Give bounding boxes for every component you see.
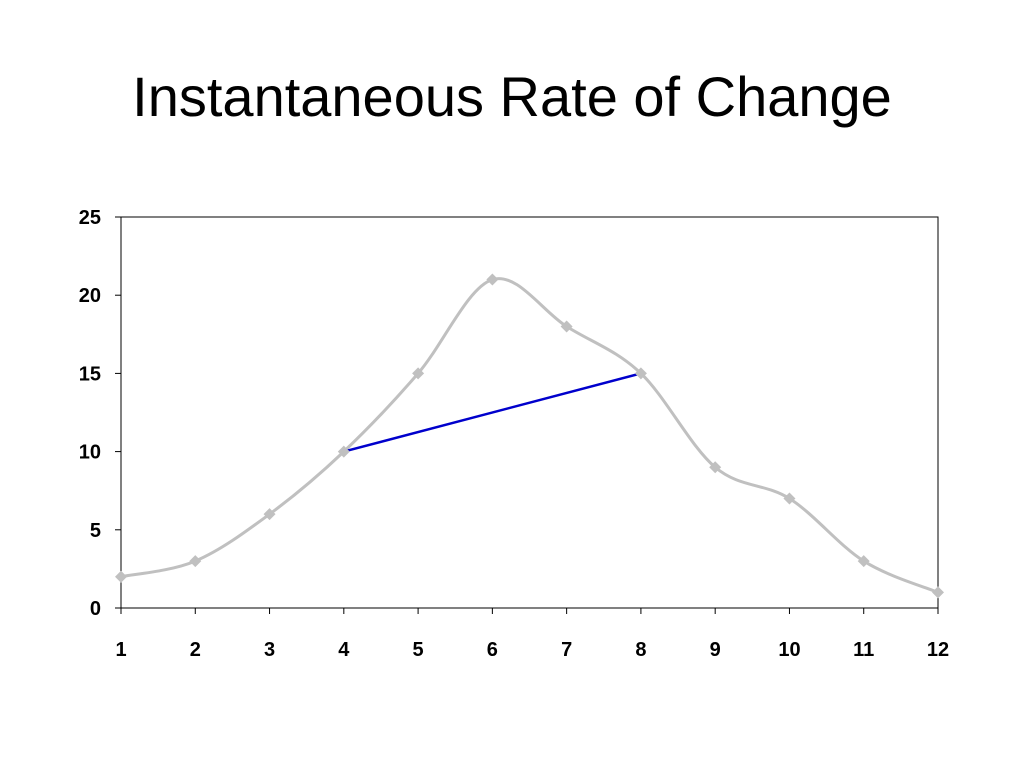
x-tick-label: 9 — [710, 639, 721, 661]
x-tick-label: 7 — [561, 639, 572, 661]
secant-line — [343, 372, 642, 453]
y-tick-label: 15 — [79, 363, 101, 385]
x-tick-label: 12 — [927, 639, 949, 661]
data-point-marker — [857, 555, 870, 568]
data-point-marker — [115, 570, 127, 583]
data-point-marker — [486, 273, 499, 286]
data-point-marker — [189, 555, 202, 568]
y-tick-label: 0 — [90, 598, 101, 620]
x-tick-label: 5 — [413, 639, 424, 661]
x-tick-label: 2 — [190, 639, 201, 661]
data-point-marker — [560, 320, 573, 333]
x-tick-label: 1 — [115, 639, 126, 661]
data-point-marker — [634, 367, 647, 380]
data-point-marker — [783, 492, 796, 505]
y-tick-label: 25 — [79, 207, 101, 229]
x-tick-label: 8 — [635, 639, 646, 661]
x-tick-label: 11 — [853, 639, 874, 661]
data-point-marker — [263, 508, 276, 521]
data-point-marker — [709, 461, 722, 474]
y-tick-label: 10 — [79, 442, 101, 464]
data-point-marker — [932, 586, 944, 599]
x-tick-label: 3 — [264, 639, 275, 661]
series-line — [120, 277, 939, 594]
x-tick-label: 4 — [338, 639, 350, 661]
data-point-marker — [337, 445, 350, 458]
x-tick-label: 10 — [778, 639, 800, 661]
slide-title: Instantaneous Rate of Change — [132, 65, 892, 128]
y-tick-label: 5 — [90, 520, 101, 542]
y-tick-label: 20 — [79, 285, 101, 307]
data-point-marker — [412, 367, 425, 380]
plot-area — [120, 216, 939, 609]
x-tick-label: 6 — [487, 639, 498, 661]
